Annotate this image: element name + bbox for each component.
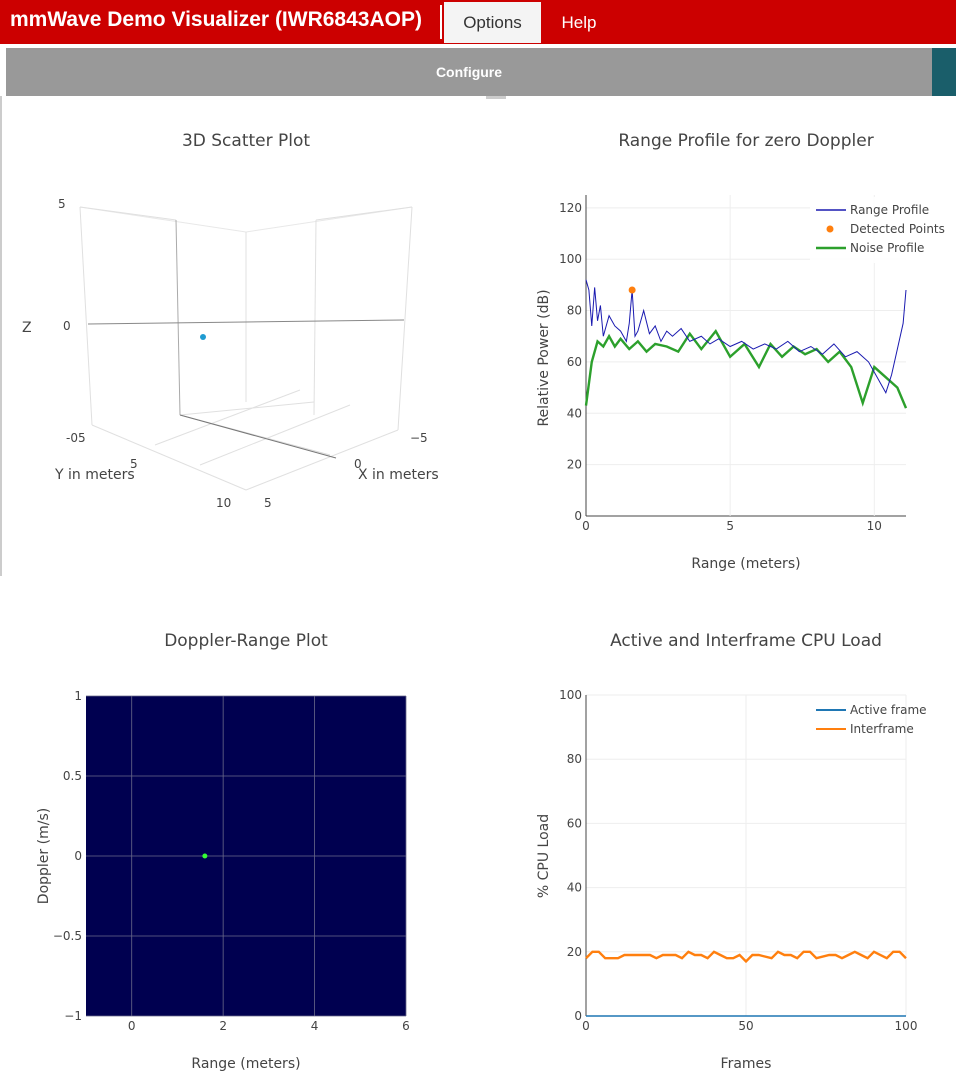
range-profile-x-tick: 10 (867, 519, 882, 533)
range-profile-title: Range Profile for zero Doppler (618, 131, 873, 151)
range-profile-chart[interactable]: Range Profile for zero Doppler 0 20 40 60 80… (478, 100, 956, 580)
cpu-load-y-tick: 60 (567, 816, 582, 830)
doppler-range-x-tick: 0 (128, 1019, 136, 1033)
scatter-x-label: X in meters (358, 467, 439, 483)
range-profile-line (585, 279, 907, 394)
scatter-y-tick: 10 (216, 496, 231, 510)
scatter-zero-plane-line (87, 319, 405, 325)
doppler-range-x-tick: 6 (402, 1019, 410, 1033)
doppler-range-x-tick: 4 (311, 1019, 319, 1033)
cpu-load-y-tick: 100 (559, 688, 582, 702)
scatter-x-zero-line (179, 414, 337, 459)
interframe-line (585, 950, 907, 964)
side-tab-strip[interactable] (932, 48, 956, 96)
cpu-load-x-tick: 50 (738, 1019, 753, 1033)
range-profile-ylabel: Relative Power (dB) (536, 289, 552, 426)
cpu-load-y-tick: 80 (567, 752, 582, 766)
cpu-load-y-tick: 20 (567, 945, 582, 959)
cpu-load-x-tick: 0 (582, 1019, 590, 1033)
range-profile-grid (585, 195, 906, 517)
doppler-range-y-tick: 0.5 (63, 769, 82, 783)
doppler-range-y-tick: 0 (74, 849, 82, 863)
range-profile-y-tick: 80 (567, 304, 582, 318)
legend-range-profile: Range Profile (850, 203, 929, 217)
scatter-z-tick: 5 (58, 197, 66, 211)
scatter-z-tick: 0 (63, 319, 71, 333)
scatter-x-tick: 0 (354, 457, 362, 471)
scatter-wireframe (79, 206, 413, 491)
tab-handle (486, 96, 506, 99)
doppler-detected-point (202, 853, 208, 859)
range-profile-y-tick: 60 (567, 355, 582, 369)
doppler-range-ylabel: Doppler (m/s) (36, 808, 52, 904)
left-edge-divider (0, 96, 2, 576)
scatter-y-tick: -05 (66, 431, 86, 445)
scatter-x-tick: −5 (410, 431, 428, 445)
title-separator (440, 5, 442, 39)
range-profile-legend[interactable]: Range Profile Detected Points Noise Prof… (810, 197, 952, 263)
doppler-range-chart[interactable]: Doppler-Range Plot 1 0.5 0 −0.5 −1 0 2 4 6 Rang… (0, 580, 478, 1080)
legend-active-frame: Active frame (850, 703, 927, 717)
range-profile-y-tick: 120 (559, 201, 582, 215)
menu-help[interactable]: Help (561, 13, 597, 32)
doppler-range-xlabel: Range (meters) (191, 1056, 300, 1072)
cpu-load-ylabel: % CPU Load (536, 814, 552, 898)
cpu-load-y-tick: 40 (567, 881, 582, 895)
menu-options[interactable]: Options (444, 2, 541, 43)
doppler-range-y-tick: −0.5 (53, 929, 82, 943)
legend-noise-profile: Noise Profile (850, 241, 924, 255)
doppler-range-title: Doppler-Range Plot (164, 631, 328, 651)
scatter-detected-point (200, 334, 206, 340)
cpu-load-y-tick: 0 (574, 1009, 582, 1023)
doppler-range-y-tick: 1 (74, 689, 82, 703)
legend-swatch-detected-points (826, 225, 834, 233)
scatter-title: 3D Scatter Plot (182, 131, 310, 151)
cpu-load-title: Active and Interframe CPU Load (610, 631, 882, 651)
scatter-3d-chart[interactable]: 3D Scatter Plot 5 0 Z -05 5 10 Y in mete… (0, 100, 478, 580)
cpu-load-grid (585, 694, 907, 1017)
range-profile-y-tick: 100 (559, 252, 582, 266)
detected-point (628, 286, 636, 294)
legend-interframe: Interframe (850, 722, 914, 736)
cpu-load-legend[interactable]: Active frame Interframe (816, 703, 927, 736)
cpu-load-chart[interactable]: Active and Interframe CPU Load 0 20 40 60 80… (478, 580, 956, 1080)
doppler-range-x-tick: 2 (219, 1019, 227, 1033)
range-profile-xlabel: Range (meters) (691, 556, 800, 572)
noise-profile-line (584, 328, 908, 409)
scatter-y-label: Y in meters (54, 467, 135, 483)
scatter-z-label: Z (22, 320, 32, 336)
range-profile-y-tick: 40 (567, 406, 582, 420)
legend-detected-points: Detected Points (850, 222, 945, 236)
doppler-range-y-tick: −1 (64, 1009, 82, 1023)
range-profile-x-tick: 0 (582, 519, 590, 533)
doppler-range-grid (86, 695, 407, 1017)
scatter-y-tick: 5 (130, 457, 138, 471)
range-profile-y-tick: 0 (574, 509, 582, 523)
range-profile-x-tick: 5 (726, 519, 734, 533)
app-title: mmWave Demo Visualizer (IWR6843AOP) (10, 8, 422, 31)
cpu-load-x-tick: 100 (895, 1019, 918, 1033)
configure-tab[interactable]: Configure (6, 48, 932, 96)
scatter-x-tick: 5 (264, 496, 272, 510)
cpu-load-xlabel: Frames (721, 1056, 772, 1072)
range-profile-y-tick: 20 (567, 458, 582, 472)
